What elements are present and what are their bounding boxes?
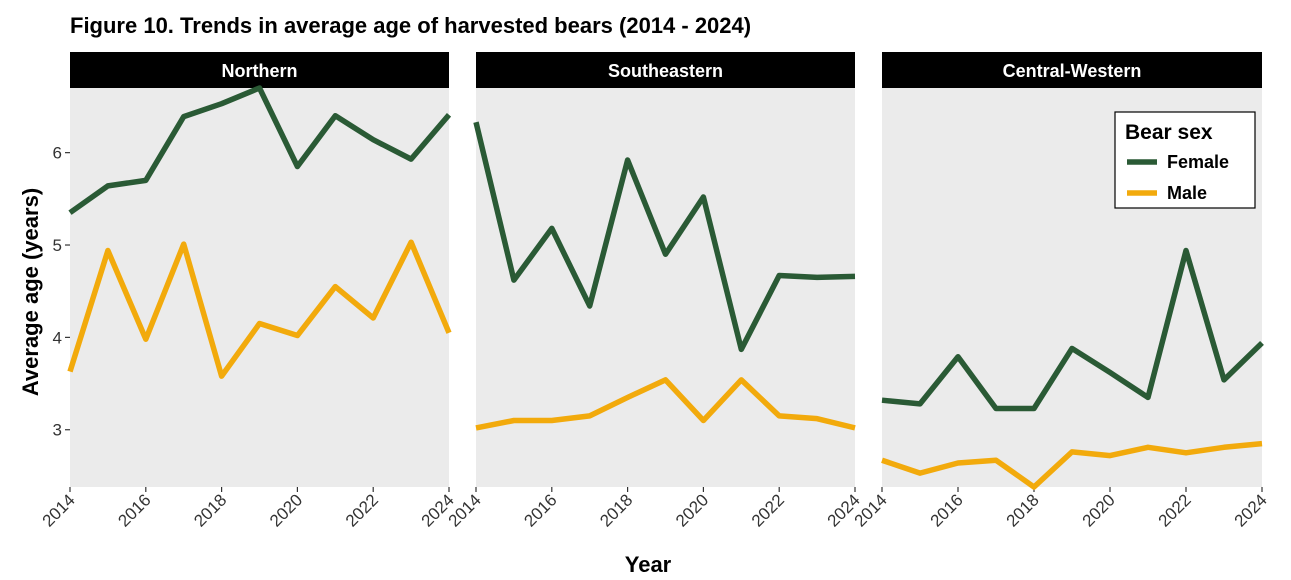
strip-label: Central-Western [1003,61,1142,81]
chart-title: Figure 10. Trends in average age of harv… [70,13,751,38]
y-axis-label: Average age (years) [18,188,43,396]
x-tick-label: 2016 [520,490,560,530]
x-tick-label: 2014 [39,490,79,530]
legend-label: Female [1167,152,1229,172]
x-tick-label: 2018 [596,490,636,530]
strip [882,52,1262,88]
x-tick-label: 2020 [266,490,306,530]
strip-label: Southeastern [608,61,723,81]
strip [70,52,449,88]
line-series [881,247,1264,412]
line-series [475,377,856,431]
x-axis-label: Year [625,552,672,577]
x-tick-label: 2018 [1003,490,1043,530]
y-tick-label: 5 [53,236,62,255]
x-tick-label: 2018 [190,490,230,530]
x-tick-label: 2014 [445,490,485,530]
x-tick-label: 2022 [1155,490,1195,530]
x-tick-label: 2020 [672,490,712,530]
x-tick-label: 2024 [1231,490,1271,530]
line-series [473,121,856,353]
x-tick-label: 2022 [748,490,788,530]
strip [476,52,855,88]
line-series [68,85,452,215]
panel-background [476,88,855,487]
y-tick-label: 3 [53,421,62,440]
x-tick-label: 2014 [851,490,891,530]
x-tick-label: 2022 [342,490,382,530]
line-series [881,440,1263,490]
y-tick-label: 6 [53,144,62,163]
x-tick-label: 2016 [927,490,967,530]
x-tick-label: 2016 [114,490,154,530]
strip-label: Northern [222,61,298,81]
legend-title: Bear sex [1125,121,1213,144]
x-tick-label: 2020 [1079,490,1119,530]
y-tick-label: 4 [53,328,62,347]
line-series [67,239,452,379]
legend-label: Male [1167,183,1207,203]
